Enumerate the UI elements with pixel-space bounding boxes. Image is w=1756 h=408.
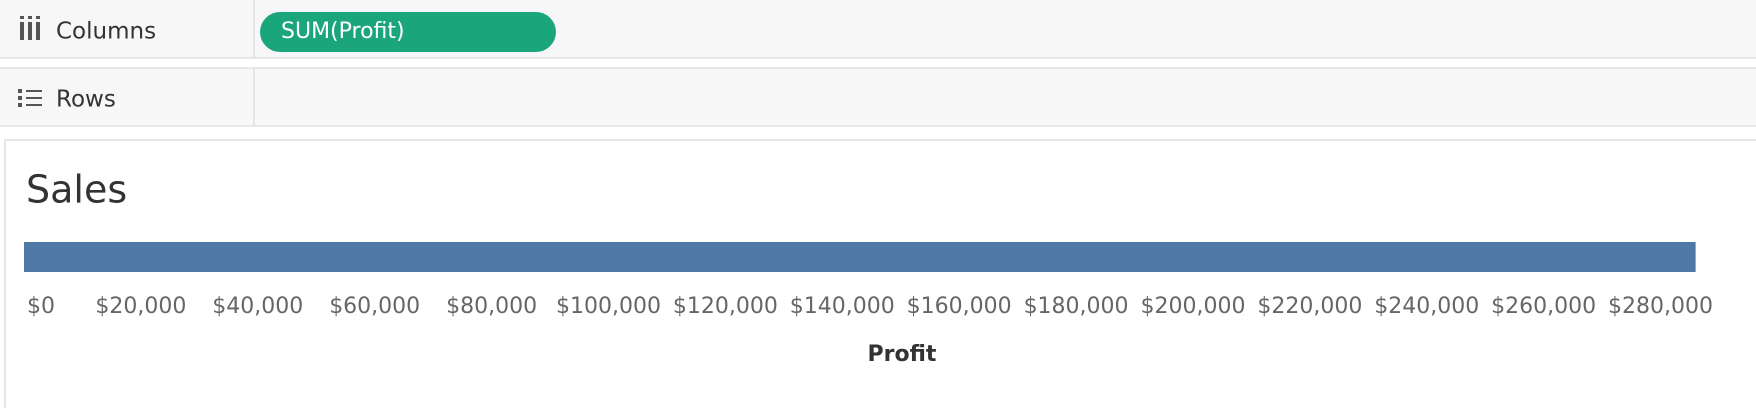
field-pill[interactable] — [260, 12, 556, 52]
x-tick-label: $100,000 — [556, 294, 661, 319]
shelf-label: Rows — [56, 87, 116, 113]
x-tick-label: $60,000 — [329, 294, 420, 319]
x-tick-label: $0 — [27, 294, 55, 319]
rows-shelf — [0, 68, 1756, 126]
x-tick-label: $220,000 — [1257, 294, 1362, 319]
x-tick-label: $280,000 — [1608, 294, 1713, 319]
x-tick-label: $200,000 — [1140, 294, 1245, 319]
rows-icon — [18, 89, 42, 107]
pill-label[interactable]: SUM(Profit) — [281, 19, 405, 44]
shelf-label: Columns — [56, 19, 156, 45]
x-tick-label: $160,000 — [907, 294, 1012, 319]
x-tick-label: $40,000 — [212, 294, 303, 319]
x-tick-label: $260,000 — [1491, 294, 1596, 319]
columns-icon — [20, 16, 40, 40]
x-tick-label: $80,000 — [446, 294, 537, 319]
x-tick-label: $20,000 — [95, 294, 186, 319]
view-pane — [4, 139, 1756, 408]
x-axis-title: Profit — [868, 342, 937, 367]
x-tick-label: $240,000 — [1374, 294, 1479, 319]
x-tick-label: $180,000 — [1024, 294, 1129, 319]
x-tick-label: $120,000 — [673, 294, 778, 319]
bar — [24, 242, 1696, 272]
x-tick-label: $140,000 — [790, 294, 895, 319]
chart-title: Sales — [26, 168, 127, 212]
